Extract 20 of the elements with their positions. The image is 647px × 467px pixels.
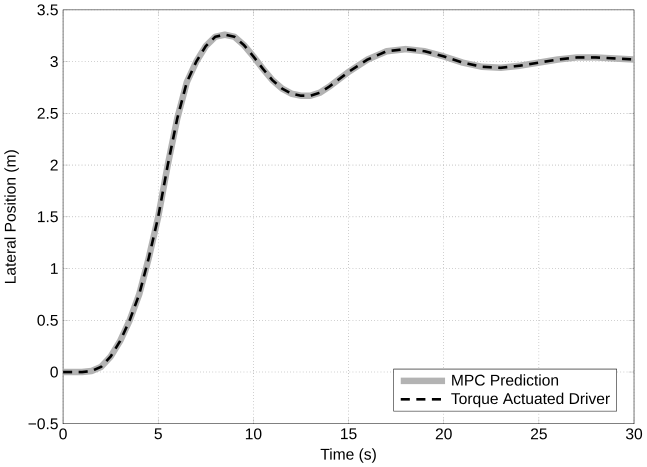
y-tick-label: 0 bbox=[50, 366, 58, 378]
x-tick-label: 5 bbox=[154, 428, 162, 440]
legend-label: MPC Prediction bbox=[452, 374, 558, 386]
legend-label: Torque Actuated Driver bbox=[451, 392, 610, 408]
x-tick-label: 0 bbox=[59, 428, 67, 440]
x-tick-label: 20 bbox=[436, 428, 452, 440]
y-axis-title: Lateral Position (m) bbox=[4, 150, 19, 283]
x-tick-label: 30 bbox=[626, 428, 642, 440]
y-tick-label: 2 bbox=[50, 160, 58, 170]
y-tick-label: 3 bbox=[50, 56, 58, 68]
x-axis-title: Time (s) bbox=[320, 448, 376, 463]
y-tick-label: 0.5 bbox=[37, 314, 58, 326]
x-tick-label: 25 bbox=[530, 428, 547, 440]
y-tick-label: 3.5 bbox=[37, 4, 58, 16]
y-tick-label: 1.5 bbox=[38, 211, 58, 222]
y-tick-label: −0.5 bbox=[28, 418, 58, 430]
x-tick-label: 10 bbox=[246, 428, 262, 440]
y-tick-label: 2.5 bbox=[38, 108, 58, 119]
y-tick-label: 1 bbox=[51, 263, 58, 274]
x-tick-label: 15 bbox=[341, 428, 357, 440]
